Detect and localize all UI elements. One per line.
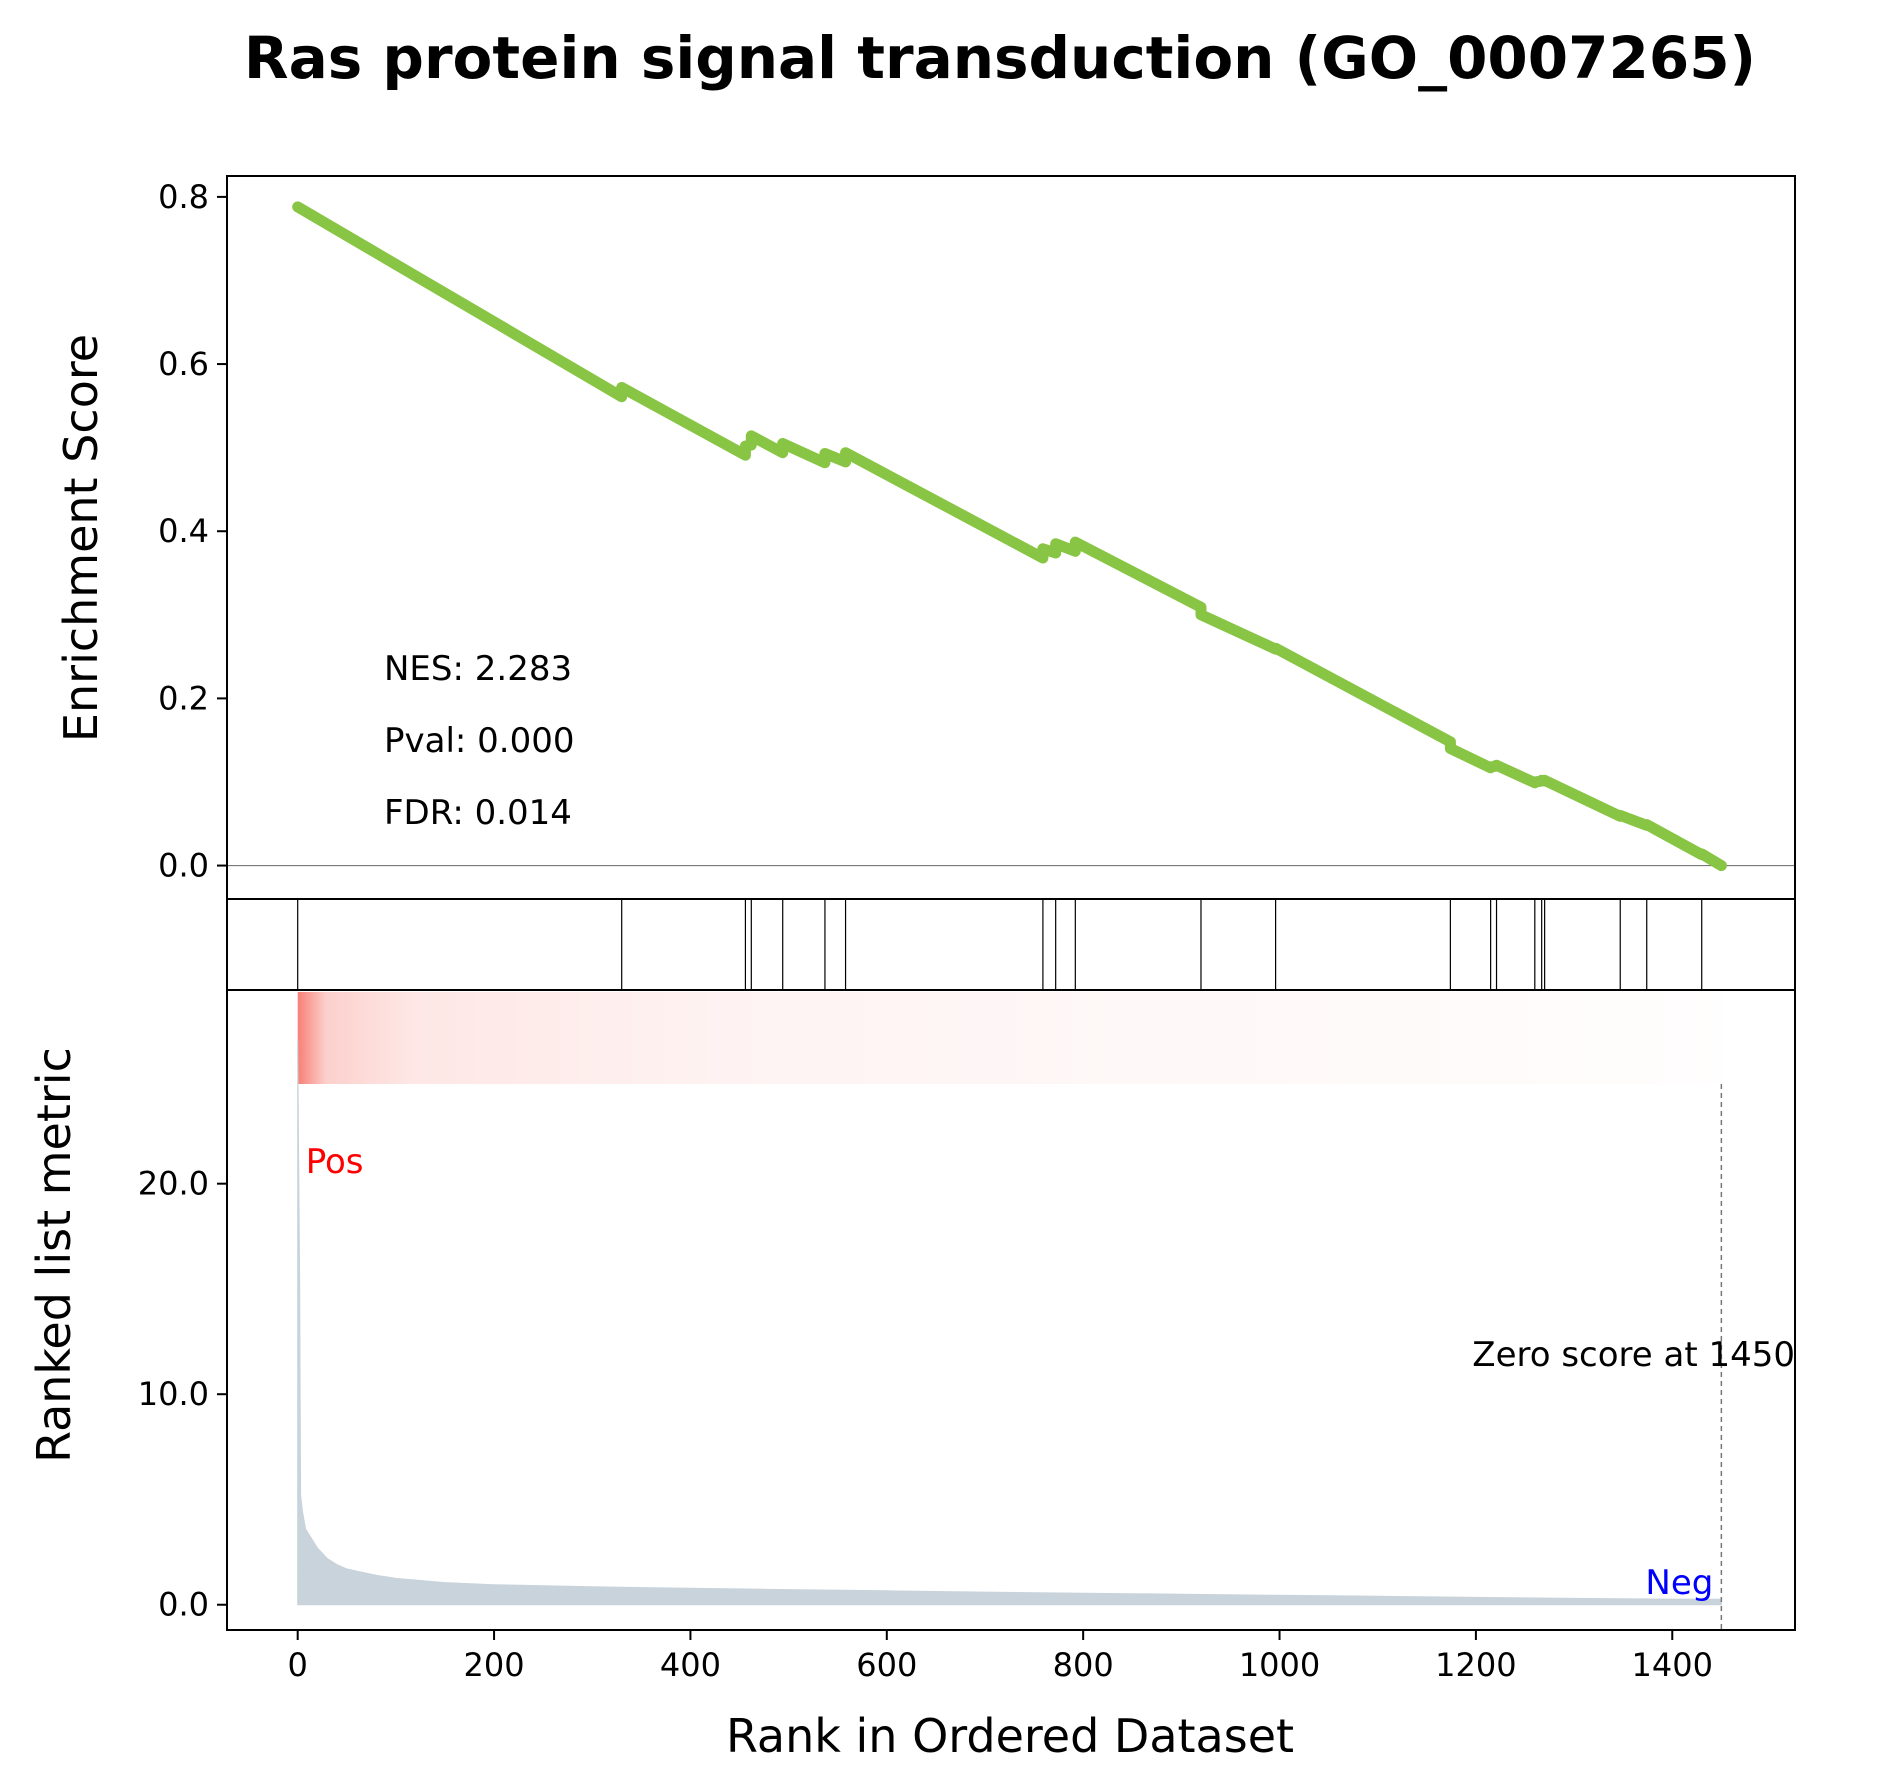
x-tick-label: 1400 [1632, 1646, 1713, 1684]
ranked-heatmap-strip [297, 992, 1722, 1084]
x-tick-label: 1000 [1239, 1646, 1320, 1684]
x-tick-label: 600 [856, 1646, 917, 1684]
hits-panel [226, 898, 1796, 991]
enrichment-score-line [292, 201, 1727, 872]
es-y-tick-label: 0.2 [158, 679, 209, 717]
es-y-axis-label: Enrichment Score [54, 334, 108, 742]
x-tick-label: 1200 [1435, 1646, 1516, 1684]
metric-y-axis: 0.0 10.0 20.0 [138, 1165, 227, 1624]
enrichment-panel: NES: 2.283 Pval: 0.000 FDR: 0.014 0.0 0.2… [54, 175, 1796, 900]
es-y-axis: 0.0 0.2 0.4 0.6 0.8 [158, 178, 227, 885]
chart-title: Ras protein signal transduction (GO_0007… [244, 24, 1756, 92]
x-tick-label: 800 [1053, 1646, 1114, 1684]
neg-label: Neg [1645, 1563, 1713, 1603]
nes-annotation: NES: 2.283 [384, 649, 572, 689]
x-tick-label: 400 [660, 1646, 721, 1684]
hit-lines [297, 899, 1703, 990]
metric-y-tick-label: 0.0 [158, 1586, 209, 1624]
pval-annotation: Pval: 0.000 [384, 721, 575, 761]
fdr-annotation: FDR: 0.014 [384, 793, 572, 833]
x-tick-label: 0 [288, 1646, 308, 1684]
es-y-tick-label: 0.4 [158, 512, 209, 550]
x-axis: 0 200 400 600 800 1000 1200 1400 [288, 1630, 1713, 1684]
ranked-metric-panel: Zero score at 1450 Pos Neg 0.0 10.0 20.0 R… [27, 989, 1796, 1631]
metric-y-tick-label: 10.0 [138, 1375, 209, 1413]
es-y-tick-label: 0.6 [158, 345, 209, 383]
ranked-metric-panel-frame [226, 989, 1796, 1631]
es-y-tick-label: 0.8 [158, 178, 209, 216]
metric-y-tick-label: 20.0 [138, 1165, 209, 1203]
x-axis-label: Rank in Ordered Dataset [726, 1709, 1294, 1763]
pos-label: Pos [306, 1142, 364, 1182]
zero-score-label: Zero score at 1450 [1472, 1335, 1795, 1375]
metric-y-axis-label: Ranked list metric [27, 1047, 81, 1463]
ranked-metric-area [297, 1040, 1722, 1606]
hits-panel-frame [226, 898, 1796, 991]
es-y-tick-label: 0.0 [158, 847, 209, 885]
x-tick-label: 200 [464, 1646, 525, 1684]
